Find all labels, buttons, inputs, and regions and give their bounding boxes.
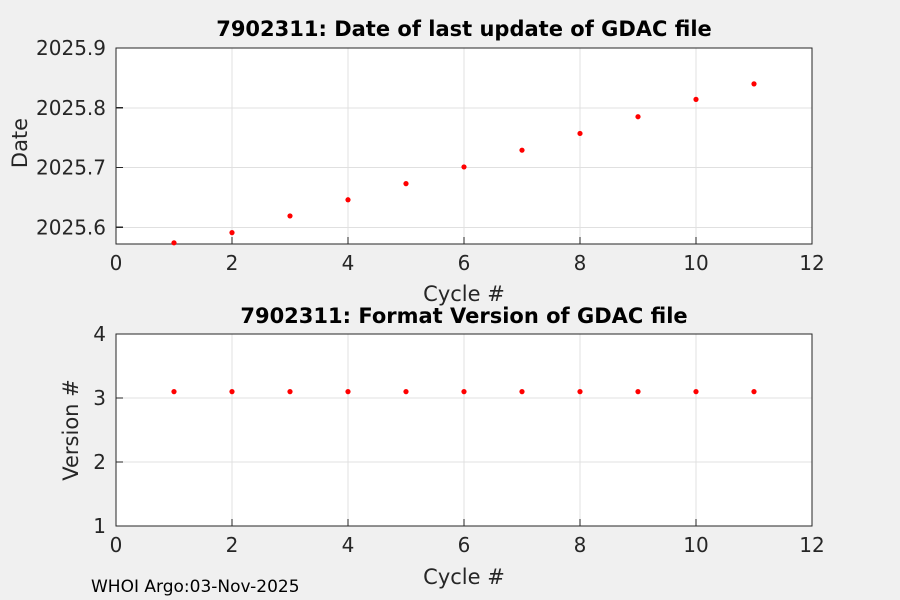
y-tick-label: 2025.6 (36, 215, 106, 239)
data-point (635, 389, 641, 395)
data-point (577, 389, 583, 395)
x-tick-label: 12 (799, 533, 824, 557)
x-tick-label: 0 (110, 533, 123, 557)
data-point (577, 130, 583, 137)
data-point (403, 181, 409, 187)
axes-border (115, 333, 813, 527)
x-tick-label: 6 (458, 251, 471, 275)
x-tick-label: 0 (110, 251, 123, 275)
data-point (751, 389, 757, 395)
x-tick-label: 4 (342, 251, 355, 275)
bottom-plot-title: 7902311: Format Version of GDAC file (240, 304, 688, 328)
x-tick-label: 12 (799, 251, 824, 275)
y-tick-label: 1 (93, 514, 106, 538)
y-tick-label: 3 (93, 386, 106, 410)
bottom-plot-x-axis-label: Cycle # (423, 565, 505, 589)
y-tick-label: 4 (93, 322, 106, 346)
x-tick-label: 4 (342, 533, 355, 557)
x-tick-label: 10 (683, 251, 708, 275)
bottom-plot-y-axis-label: Version # (59, 379, 83, 481)
data-point (287, 389, 293, 395)
data-point (635, 114, 641, 120)
data-point (171, 240, 177, 246)
x-tick-label: 8 (574, 251, 587, 275)
data-point (229, 389, 235, 395)
x-tick-label: 6 (458, 533, 471, 557)
footer-attribution: WHOI Argo:03-Nov-2025 (91, 577, 300, 597)
x-tick-label: 8 (574, 533, 587, 557)
data-point (461, 389, 467, 395)
y-tick-label: 2 (93, 450, 106, 474)
data-point (287, 213, 293, 219)
data-point (519, 147, 525, 153)
top-plot-title: 7902311: Date of last update of GDAC fil… (216, 17, 712, 41)
x-tick-label: 2 (226, 251, 239, 275)
top-plot-area: 0 2 4 6 8 10 12 2025.6 2025.7 2025.8 2025.9 (36, 36, 825, 275)
data-point (345, 197, 351, 203)
data-point (751, 81, 757, 87)
data-point (229, 230, 235, 236)
axes-border (115, 47, 813, 245)
top-plot-x-axis-label: Cycle # (423, 282, 505, 306)
y-tick-label: 2025.9 (36, 36, 106, 60)
x-tick-label: 2 (226, 533, 239, 557)
x-tick-label: 10 (683, 533, 708, 557)
data-point (403, 389, 409, 395)
top-plot-y-axis-label: Date (8, 117, 32, 169)
y-tick-label: 2025.8 (36, 96, 106, 120)
y-tick-label: 2025.7 (36, 156, 106, 180)
data-point (171, 389, 177, 395)
data-point (693, 389, 699, 395)
data-point (345, 389, 351, 395)
data-point (519, 389, 525, 395)
data-point (693, 96, 699, 102)
data-point (461, 164, 467, 170)
